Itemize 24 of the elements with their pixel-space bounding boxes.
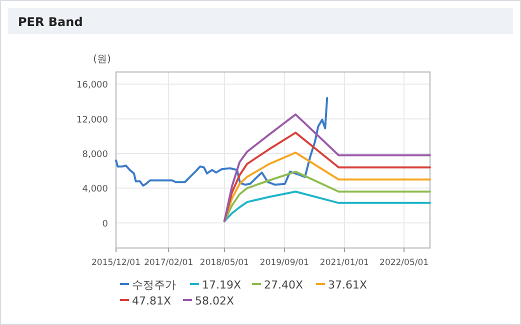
y-tick-label: 0 (102, 219, 108, 230)
legend-label: 27.40X (264, 278, 304, 292)
chart-title: PER Band (18, 15, 83, 29)
x-tick-label: 2015/12/01 (92, 258, 140, 268)
x-tick-label: 2022/05/01 (380, 258, 429, 268)
line-series (223, 113, 431, 222)
legend-label: 수정주가 (132, 278, 176, 292)
line-series (223, 190, 431, 222)
legend-label: 37.61X (328, 278, 368, 292)
line-series (223, 170, 431, 222)
legend-label: 17.19X (202, 278, 242, 292)
y-tick-label: 8,000 (82, 150, 108, 160)
line-series (115, 97, 328, 187)
x-tick-label: 2021/01/01 (320, 258, 369, 268)
y-axis-title: (원) (93, 54, 111, 65)
legend-label: 47.81X (132, 294, 172, 308)
y-tick-label: 4,000 (82, 184, 108, 195)
x-tick-label: 2018/05/01 (200, 258, 249, 268)
y-tick-label: 12,000 (76, 115, 108, 126)
y-tick-label: 16,000 (76, 80, 108, 91)
x-tick-label: 2019/09/01 (260, 258, 309, 268)
x-tick-label: 2017/02/01 (144, 258, 194, 268)
line-series (223, 152, 431, 222)
legend-label: 58.02X (195, 294, 234, 308)
